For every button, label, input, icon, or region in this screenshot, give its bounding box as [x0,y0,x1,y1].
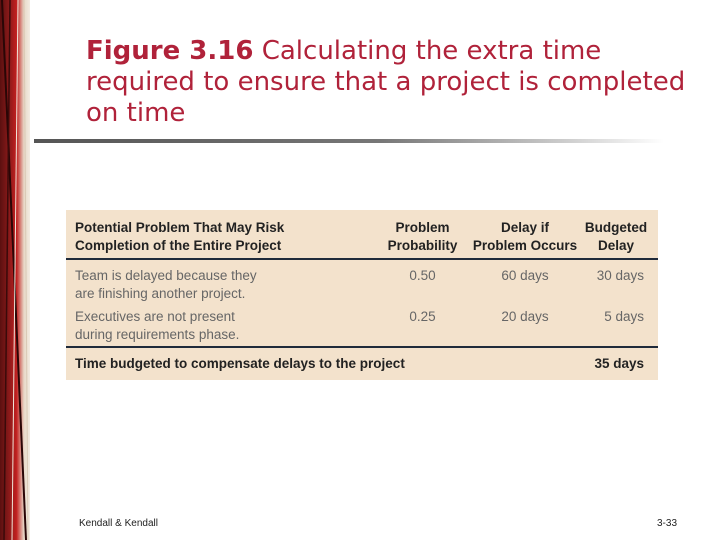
title-divider [34,139,664,143]
row1-problem-line2: are finishing another project. [75,286,246,301]
side-band-lines [1,0,29,540]
header-probability-line1: Problem [395,220,450,235]
row2-problem-line2: during requirements phase. [75,327,240,342]
total-value: 35 days [594,356,644,371]
header-delay: Delay if Problem Occurs [471,219,579,255]
row2-budgeted: 5 days [604,309,644,324]
decorative-side-band [0,0,30,540]
table-row: Team is delayed because they are finishi… [75,267,375,303]
table-row: Executives are not present during requir… [75,308,375,344]
slide-title: Figure 3.16 Calculating the extra time r… [86,36,696,129]
total-label: Time budgeted to compensate delays to th… [75,356,405,371]
row2-delay: 20 days [501,309,549,324]
footer-author: Kendall & Kendall [79,518,158,529]
delay-budget-table: Potential Problem That May Risk Completi… [66,210,658,380]
header-budgeted: Budgeted Delay [580,219,652,255]
header-delay-line1: Delay if [500,220,550,235]
total-divider [66,346,658,348]
header-problem-line1: Potential Problem That May Risk [75,220,285,235]
row2-problem-line1: Executives are not present [75,309,235,324]
header-delay-line2: Problem Occurs [472,238,578,253]
figure-label: Figure 3.16 [86,36,254,66]
row1-budgeted: 30 days [596,268,644,283]
row1-problem-line1: Team is delayed because they [75,268,257,283]
row1-probability: 0.50 [409,268,436,283]
header-probability-line2: Probability [387,238,458,253]
row1-delay: 60 days [501,268,549,283]
header-problem: Potential Problem That May Risk Completi… [75,219,375,255]
header-probability: Problem Probability [376,219,469,255]
footer-page-number: 3-33 [656,518,677,529]
header-budgeted-line1: Budgeted [584,220,648,235]
header-divider [66,258,658,260]
row2-probability: 0.25 [409,309,436,324]
figure-caption: Calculating the extra time required to e… [86,36,686,128]
header-problem-line2: Completion of the Entire Project [75,238,282,253]
header-budgeted-line2: Delay [597,238,635,253]
